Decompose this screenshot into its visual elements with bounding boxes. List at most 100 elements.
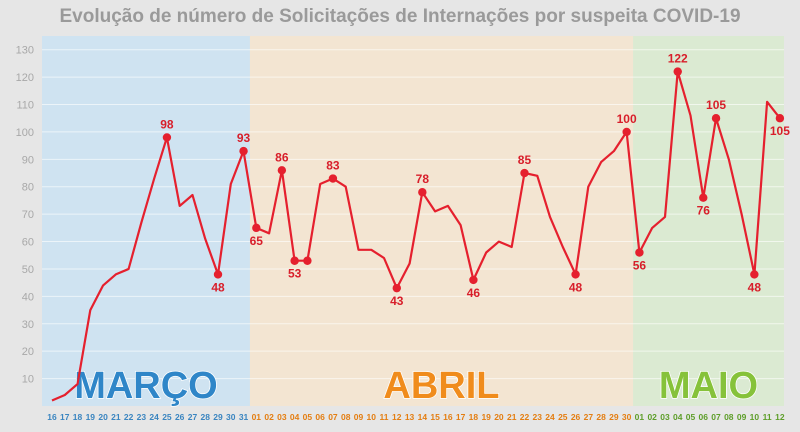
x-tick-label: 15 xyxy=(430,412,440,422)
y-tick-label: 90 xyxy=(22,154,34,166)
x-tick-label: 04 xyxy=(290,412,300,422)
data-point xyxy=(571,270,580,279)
data-point xyxy=(392,283,401,293)
data-label: 83 xyxy=(326,159,340,173)
x-tick-label: 22 xyxy=(520,412,530,422)
data-point xyxy=(711,114,721,123)
data-label: 56 xyxy=(633,259,647,273)
x-tick-label: 25 xyxy=(558,412,568,422)
x-tick-label: 05 xyxy=(686,412,696,422)
y-tick-label: 50 xyxy=(22,264,34,276)
x-tick-label: 30 xyxy=(226,412,236,422)
x-tick-label: 21 xyxy=(111,412,121,422)
x-tick-label: 31 xyxy=(239,412,249,422)
y-tick-label: 70 xyxy=(22,209,34,221)
y-tick-label: 60 xyxy=(22,237,34,249)
month-label: MAIO xyxy=(659,365,758,407)
x-tick-label: 20 xyxy=(98,412,108,422)
x-tick-label: 04 xyxy=(673,412,683,422)
x-tick-label: 12 xyxy=(775,412,785,422)
data-point xyxy=(162,133,172,142)
data-point xyxy=(520,168,529,178)
x-tick-label: 24 xyxy=(545,412,555,422)
month-label: ABRIL xyxy=(383,365,499,407)
data-point xyxy=(418,188,427,197)
data-point xyxy=(328,174,338,183)
x-tick-label: 19 xyxy=(481,412,491,422)
data-label: 48 xyxy=(748,280,762,294)
data-label: 48 xyxy=(569,280,583,294)
month-label: MARÇO xyxy=(74,365,218,407)
x-tick-label: 18 xyxy=(73,412,83,422)
x-tick-label: 05 xyxy=(303,412,313,422)
x-tick-label: 06 xyxy=(699,412,709,422)
x-tick-label: 22 xyxy=(124,412,134,422)
x-tick-label: 26 xyxy=(571,412,581,422)
y-tick-label: 20 xyxy=(22,346,34,358)
data-label: 65 xyxy=(250,234,264,248)
data-point xyxy=(635,248,644,257)
data-label: 43 xyxy=(390,294,404,308)
data-point xyxy=(750,270,759,279)
data-point xyxy=(775,114,785,123)
x-tick-label: 25 xyxy=(162,412,172,422)
x-tick-label: 29 xyxy=(213,412,223,422)
x-tick-label: 16 xyxy=(47,412,57,422)
x-tick-label: 17 xyxy=(60,412,70,422)
y-tick-label: 110 xyxy=(16,100,34,112)
x-tick-label: 19 xyxy=(86,412,96,422)
data-label: 46 xyxy=(467,286,481,300)
data-label: 53 xyxy=(288,267,302,281)
data-label: 98 xyxy=(160,117,174,131)
x-tick-label: 24 xyxy=(149,412,159,422)
x-tick-label: 09 xyxy=(354,412,364,422)
data-point xyxy=(303,256,312,265)
x-tick-label: 27 xyxy=(584,412,594,422)
month-band xyxy=(249,36,634,406)
y-tick-label: 100 xyxy=(16,127,34,139)
x-tick-label: 01 xyxy=(635,412,645,422)
x-tick-label: 07 xyxy=(328,412,338,422)
x-tick-label: 13 xyxy=(405,412,415,422)
data-point xyxy=(213,270,223,279)
month-band xyxy=(42,36,250,406)
x-tick-label: 23 xyxy=(137,412,147,422)
x-tick-label: 02 xyxy=(647,412,657,422)
y-tick-label: 80 xyxy=(22,182,34,194)
data-label: 86 xyxy=(275,150,289,164)
x-tick-label: 12 xyxy=(392,412,402,422)
x-tick-label: 23 xyxy=(533,412,543,422)
data-point xyxy=(239,146,248,156)
x-tick-label: 26 xyxy=(175,412,185,422)
x-tick-label: 21 xyxy=(507,412,517,422)
y-tick-label: 130 xyxy=(16,45,34,57)
x-tick-label: 30 xyxy=(622,412,632,422)
data-point xyxy=(290,256,299,265)
x-tick-label: 20 xyxy=(494,412,504,422)
data-label: 48 xyxy=(211,280,225,294)
x-tick-label: 03 xyxy=(660,412,670,422)
x-tick-label: 08 xyxy=(341,412,351,422)
data-label: 105 xyxy=(706,98,726,112)
x-tick-label: 14 xyxy=(418,412,428,422)
data-label: 78 xyxy=(416,172,430,186)
x-tick-label: 17 xyxy=(456,412,466,422)
y-tick-label: 40 xyxy=(22,291,34,303)
x-tick-label: 11 xyxy=(763,412,772,422)
x-tick-label: 01 xyxy=(252,412,262,422)
x-tick-label: 03 xyxy=(277,412,287,422)
y-tick-label: 30 xyxy=(22,319,34,331)
data-label: 76 xyxy=(697,204,711,218)
x-tick-label: 10 xyxy=(750,412,760,422)
chart-title: Evolução de número de Solicitações de In… xyxy=(59,6,741,27)
data-label: 85 xyxy=(518,153,532,167)
x-tick-label: 29 xyxy=(609,412,619,422)
y-tick-label: 120 xyxy=(16,72,34,84)
series-line xyxy=(51,70,781,402)
data-label: 93 xyxy=(237,131,251,145)
x-tick-label: 28 xyxy=(596,412,606,422)
data-point xyxy=(622,127,631,137)
x-tick-label: 07 xyxy=(711,412,721,422)
